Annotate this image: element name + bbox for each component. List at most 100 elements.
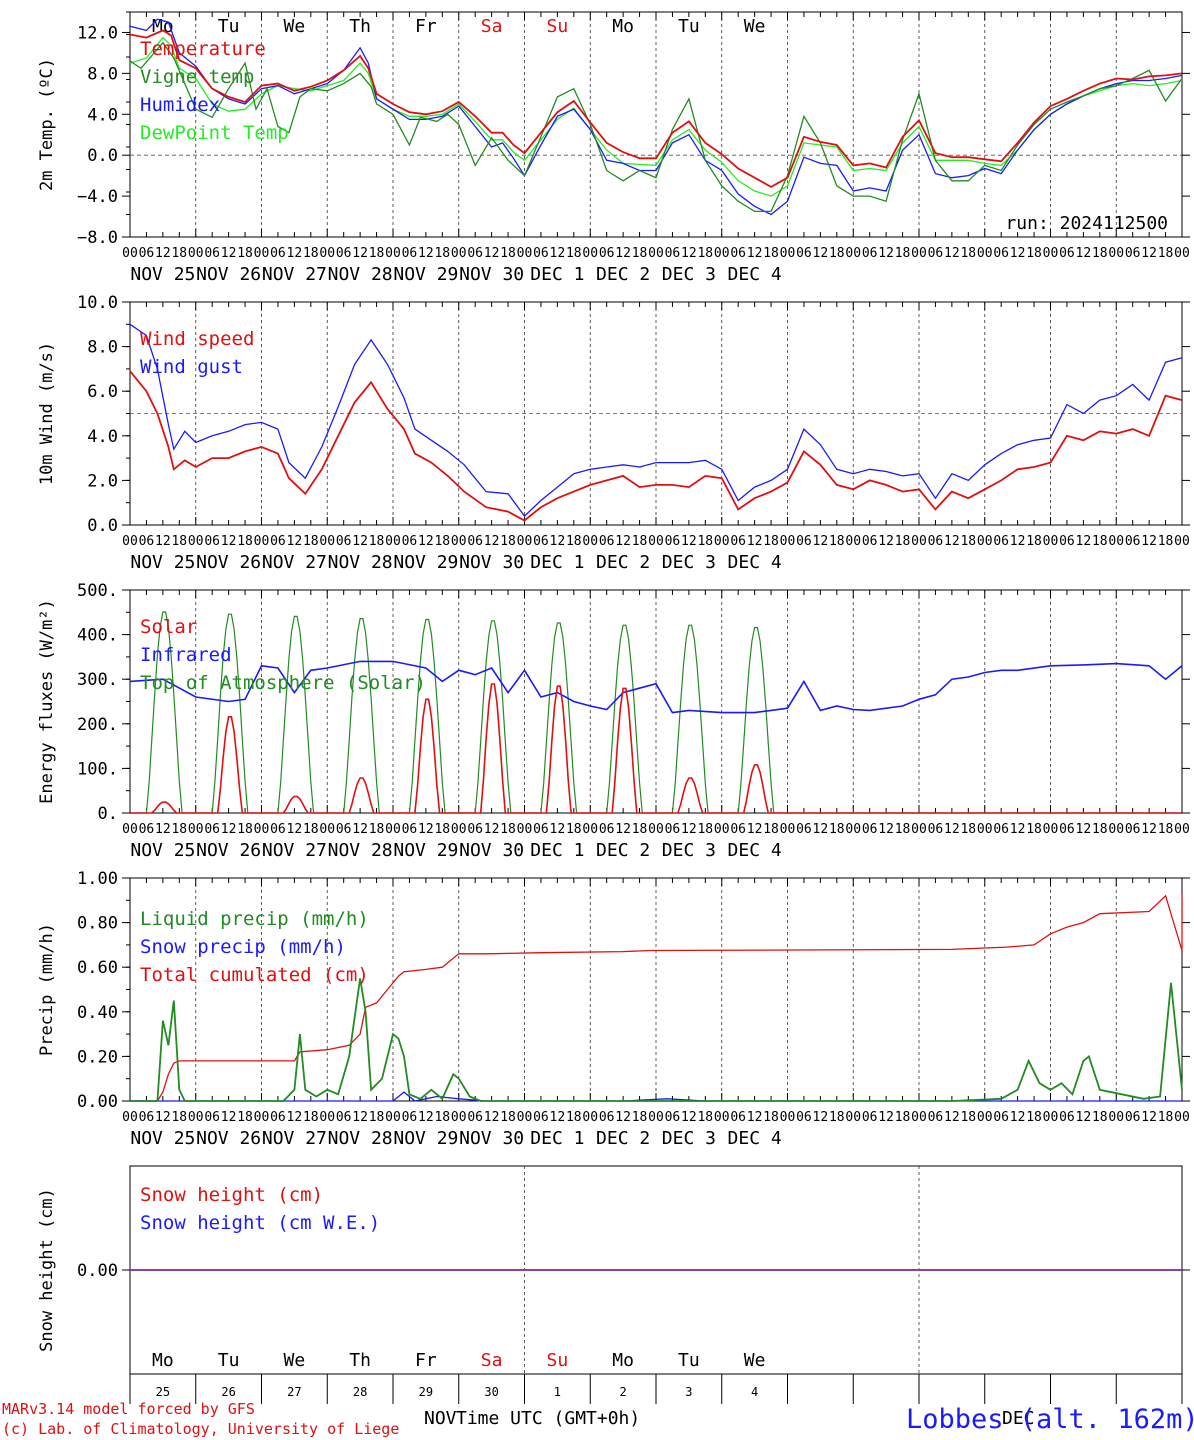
series-lines — [129, 323, 1183, 522]
y-tick-label: 1.00 — [77, 869, 118, 889]
hour-tick-label: 00 — [122, 246, 138, 261]
day-label-bottom: Th — [349, 1350, 371, 1371]
y-tick-label: 4.0 — [87, 427, 118, 447]
hour-tick-label: 06 — [204, 1110, 220, 1125]
hour-tick-label: 18 — [1026, 246, 1042, 261]
hour-tick-label: 12 — [287, 246, 303, 261]
hour-tick-label: 18 — [1026, 534, 1042, 549]
hour-tick-label: 06 — [730, 1110, 746, 1125]
hour-tick-label: 06 — [139, 246, 155, 261]
hour-tick-label: 18 — [960, 822, 976, 837]
hour-tick-label: 06 — [993, 822, 1009, 837]
hour-tick-label: 12 — [287, 822, 303, 837]
hour-tick-label: 00 — [385, 1110, 401, 1125]
hour-tick-label: 00 — [319, 822, 335, 837]
run-annotation: run: 2024112500 — [1005, 213, 1168, 234]
hour-tick-label: 18 — [500, 246, 516, 261]
hour-tick-label: 18 — [829, 822, 845, 837]
legend-entry: Solar — [140, 616, 197, 638]
date-label: NOV 25 — [130, 1128, 195, 1149]
hour-tick-label: 00 — [845, 534, 861, 549]
hour-tick-label: 00 — [254, 534, 270, 549]
hour-tick-label: 06 — [796, 1110, 812, 1125]
series-lines — [129, 18, 1183, 216]
hour-tick-label: 12 — [484, 534, 500, 549]
hour-tick-label: 18 — [763, 1110, 779, 1125]
legend-entry: Snow precip (mm/h) — [140, 936, 346, 958]
hour-tick-label: 06 — [796, 822, 812, 837]
date-label: DEC 2 — [596, 552, 650, 573]
hour-tick-label: 00 — [122, 534, 138, 549]
date-label: DEC 2 — [596, 840, 650, 861]
hour-tick-label: 12 — [155, 822, 171, 837]
date-label: NOV 30 — [459, 552, 524, 573]
y-tick-label: 200. — [77, 715, 118, 735]
series-line — [130, 893, 1183, 1102]
panel-3: 500. 400. 300. 200. 100. 0. Energy fluxes (W/m… — [37, 581, 1190, 861]
legend-entry: Temperature — [140, 38, 266, 60]
date-label: NOV 28 — [328, 264, 393, 285]
hour-tick-label: 06 — [139, 822, 155, 837]
hour-tick-label: 06 — [467, 1110, 483, 1125]
hour-tick-label: 18 — [171, 822, 187, 837]
day-number: 26 — [221, 1385, 235, 1399]
hour-tick-label: 06 — [139, 1110, 155, 1125]
legend-entry: Infrared — [140, 644, 232, 666]
hour-tick-label: 00 — [1174, 822, 1190, 837]
plot-frame — [129, 589, 1183, 814]
hour-tick-label: 12 — [418, 1110, 434, 1125]
date-label: NOV 28 — [328, 840, 393, 861]
hour-tick-label: 12 — [1010, 1110, 1026, 1125]
hour-tick-label: 12 — [681, 534, 697, 549]
panel-1: 12.08.04.00.0−4.0−8.02m Temp. (ºC)00 06 12… — [37, 11, 1190, 285]
x-axis-label: Time UTC (GMT+0h) — [456, 1408, 640, 1429]
legend-entry: Snow height (cm) — [140, 1184, 323, 1206]
y-axis-label: 10m Wind (m/s) — [37, 342, 57, 485]
date-label: DEC 3 — [662, 552, 716, 573]
hour-tick-label: 18 — [237, 1110, 253, 1125]
date-label: NOV 26 — [196, 840, 261, 861]
date-label: NOV 29 — [393, 264, 458, 285]
hour-tick-label: 06 — [204, 822, 220, 837]
day-label-top: Tu — [218, 16, 240, 37]
hour-tick-label: 18 — [434, 246, 450, 261]
hour-tick-label: 06 — [402, 822, 418, 837]
hour-tick-label: 18 — [632, 534, 648, 549]
hour-tick-label: 18 — [566, 1110, 582, 1125]
hour-tick-label: 18 — [434, 534, 450, 549]
series-line — [130, 978, 1183, 1102]
hour-tick-label: 18 — [237, 822, 253, 837]
hour-tick-label: 00 — [780, 534, 796, 549]
hour-tick-label: 12 — [155, 246, 171, 261]
date-label: NOV 29 — [393, 1128, 458, 1149]
day-label-top: Mo — [152, 16, 174, 37]
hour-tick-label: 00 — [1108, 246, 1124, 261]
hour-tick-label: 06 — [665, 1110, 681, 1125]
date-label: NOV 29 — [393, 840, 458, 861]
day-label-bottom: We — [744, 1350, 766, 1371]
footer: MARv3.14 model forced by GFS (c) Lab. of… — [2, 1400, 1194, 1438]
legend-entry: Top of Atmosphere (Solar) — [140, 672, 426, 694]
hour-tick-label: 18 — [1158, 246, 1174, 261]
day-number: 2 — [620, 1385, 627, 1399]
date-label: NOV 27 — [262, 840, 327, 861]
date-label: NOV 28 — [328, 1128, 393, 1149]
date-label: NOV 27 — [262, 264, 327, 285]
hour-tick-label: 00 — [1108, 822, 1124, 837]
hour-tick-label: 18 — [566, 534, 582, 549]
date-label: NOV 26 — [196, 1128, 261, 1149]
hour-tick-label: 18 — [895, 534, 911, 549]
day-number: 25 — [156, 1385, 170, 1399]
hour-tick-label: 12 — [813, 1110, 829, 1125]
day-number: 28 — [353, 1385, 367, 1399]
date-label: DEC 4 — [728, 1128, 782, 1149]
hour-tick-label: 12 — [155, 1110, 171, 1125]
date-label: NOV 30 — [459, 264, 524, 285]
hour-tick-label: 18 — [895, 1110, 911, 1125]
hour-tick-label: 12 — [352, 534, 368, 549]
hour-tick-label: 00 — [780, 246, 796, 261]
hour-tick-label: 00 — [911, 534, 927, 549]
series-lines — [129, 611, 1183, 814]
day-number: 3 — [685, 1385, 692, 1399]
hour-tick-label: 06 — [533, 246, 549, 261]
